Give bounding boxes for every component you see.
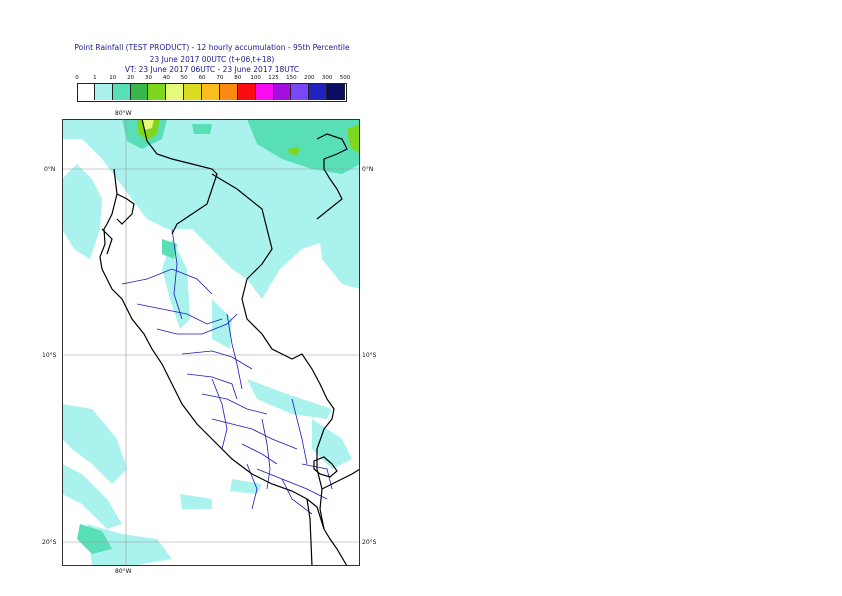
lat-label-left-20: 20°S bbox=[42, 539, 57, 546]
legend-tick-label: 500 bbox=[339, 75, 351, 81]
lat-label-right-0: 0°N bbox=[362, 166, 374, 173]
legend-swatch bbox=[255, 84, 274, 100]
legend-tick-label: 10 bbox=[109, 75, 117, 81]
legend-swatch bbox=[130, 84, 149, 100]
map-title: Point Rainfall (TEST PRODUCT) - 12 hourl… bbox=[74, 43, 350, 52]
run-time: 23 June 2017 00UTC (t+06,t+18) bbox=[149, 55, 275, 64]
graticule bbox=[62, 119, 360, 566]
rain-field-light bbox=[62, 119, 360, 566]
legend-swatch bbox=[202, 84, 220, 100]
rain-field-medium bbox=[77, 119, 360, 554]
legend-swatch bbox=[166, 84, 185, 100]
legend-tick-label: 125 bbox=[268, 75, 279, 81]
legend-swatch bbox=[184, 84, 203, 100]
lat-label-left-10: 10°S bbox=[42, 352, 57, 359]
legend-tick-label: 30 bbox=[144, 75, 152, 81]
lat-label-right-20: 20°S bbox=[362, 539, 377, 546]
legend-tick-label: 0 bbox=[75, 75, 79, 81]
legend-tick-label: 60 bbox=[198, 75, 206, 81]
legend-tick-label: 150 bbox=[286, 75, 297, 81]
legend-tick-label: 1 bbox=[93, 75, 97, 81]
legend-swatch bbox=[219, 84, 238, 100]
map-frame bbox=[62, 119, 360, 566]
legend-tick-label: 40 bbox=[162, 75, 170, 81]
legend-tick-label: 200 bbox=[304, 75, 315, 81]
legend-swatch bbox=[148, 84, 167, 100]
legend-tick-label: 300 bbox=[321, 75, 333, 81]
legend-swatch bbox=[291, 84, 310, 100]
legend-tick-label: 80 bbox=[234, 75, 242, 81]
legend-swatch bbox=[309, 84, 328, 100]
legend-frame bbox=[77, 83, 347, 102]
country-borders bbox=[99, 119, 360, 566]
rainfall-map bbox=[62, 119, 360, 566]
lat-label-right-10: 10°S bbox=[362, 352, 377, 359]
lon-label-top: 80°W bbox=[115, 110, 132, 117]
legend-tick-label: 100 bbox=[250, 75, 261, 81]
legend-swatch bbox=[112, 84, 131, 100]
rain-hotspot-small bbox=[288, 147, 300, 155]
legend-tick-label: 50 bbox=[180, 75, 188, 81]
legend-swatch bbox=[273, 84, 292, 100]
legend-swatch bbox=[94, 84, 113, 100]
lat-label-left-0: 0°N bbox=[44, 166, 56, 173]
legend-swatch bbox=[77, 84, 95, 100]
rain-hotspot-east bbox=[347, 124, 360, 154]
lon-label-bottom: 80°W bbox=[115, 568, 132, 575]
valid-time: VT: 23 June 2017 06UTC - 23 June 2017 18… bbox=[124, 65, 300, 74]
legend-tick-label: 20 bbox=[127, 75, 135, 81]
legend-swatch bbox=[327, 84, 345, 100]
legend-swatch bbox=[237, 84, 256, 100]
legend-tick-label: 70 bbox=[216, 75, 224, 81]
region-boundaries bbox=[121, 228, 333, 515]
rain-hotspot-core bbox=[142, 119, 154, 130]
